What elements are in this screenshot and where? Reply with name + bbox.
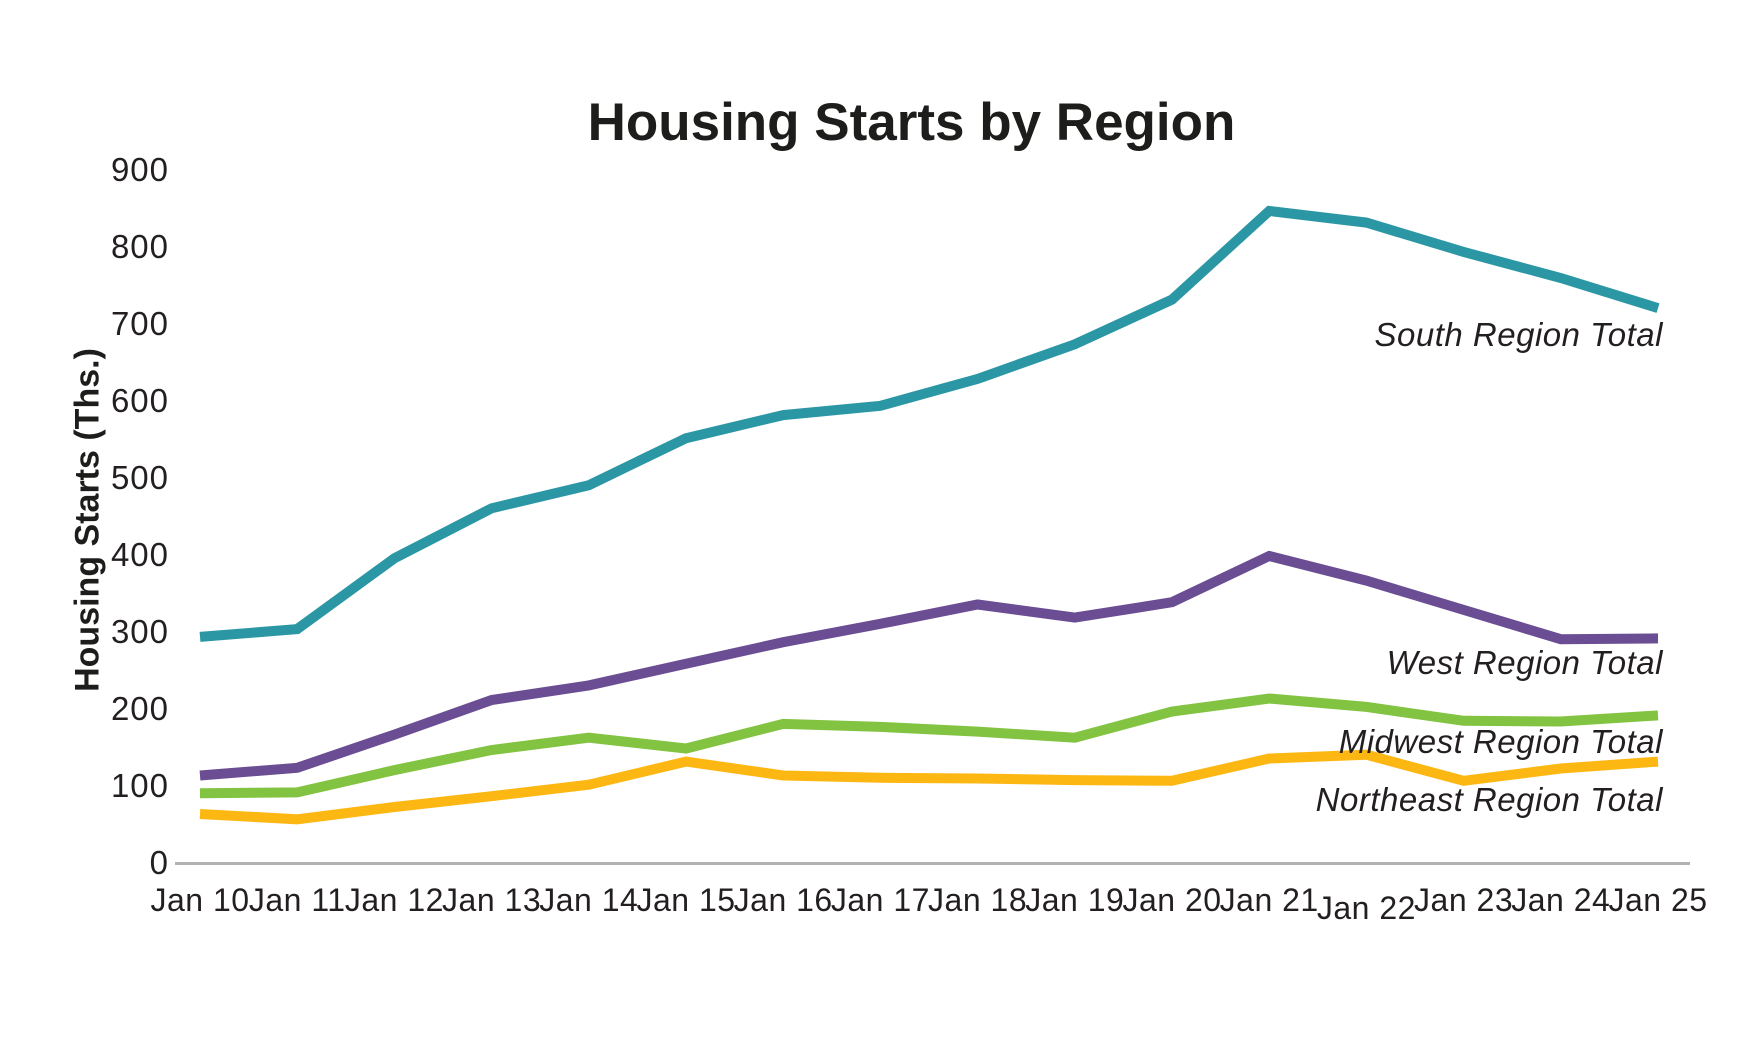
x-tick-label: Jan 13 [442,882,542,918]
x-tick-label: Jan 19 [1025,882,1125,918]
x-tick-label: Jan 12 [344,882,444,918]
x-tick-label: Jan 18 [928,882,1028,918]
y-tick-label: 700 [110,305,169,342]
series-label-northeast-region-total: Northeast Region Total [1315,781,1663,818]
x-tick-label: Jan 20 [1122,882,1222,918]
series-line-northeast-region-total [199,749,1659,825]
series-label-south-region-total: South Region Total [1374,316,1663,353]
chart-title: Housing Starts by Region [587,93,1236,152]
series-line-midwest-region-total [199,693,1659,799]
y-tick-label: 900 [110,151,169,188]
y-tick-label: 0 [149,844,169,881]
y-tick-label: 600 [110,382,169,419]
series-line-south-region-total [199,205,1660,642]
x-tick-label: Jan 16 [733,882,833,918]
x-tick-label: Jan 24 [1511,882,1611,918]
x-tick-label: Jan 21 [1219,882,1319,918]
x-tick-label: Jan 22 [1316,890,1416,926]
y-tick-label: 200 [110,690,169,727]
x-tick-label: Jan 10 [150,882,250,918]
y-tick-label: 100 [110,767,169,804]
y-tick-label: 300 [110,613,169,650]
x-tick-label: Jan 23 [1414,882,1514,918]
x-tick-label: Jan 15 [636,882,736,918]
x-tick-label: Jan 25 [1608,882,1708,918]
x-tick-label: Jan 14 [539,882,639,918]
y-tick-label: 500 [110,459,169,496]
series-label-midwest-region-total: Midwest Region Total [1338,723,1663,760]
series-label-west-region-total: West Region Total [1386,644,1663,681]
series-lines [199,205,1660,825]
y-tick-label: 400 [110,536,169,573]
x-tick-label: Jan 11 [248,882,346,918]
series-line-west-region-total [199,550,1659,781]
y-tick-label: 800 [110,228,169,265]
x-tick-label: Jan 17 [830,882,930,918]
